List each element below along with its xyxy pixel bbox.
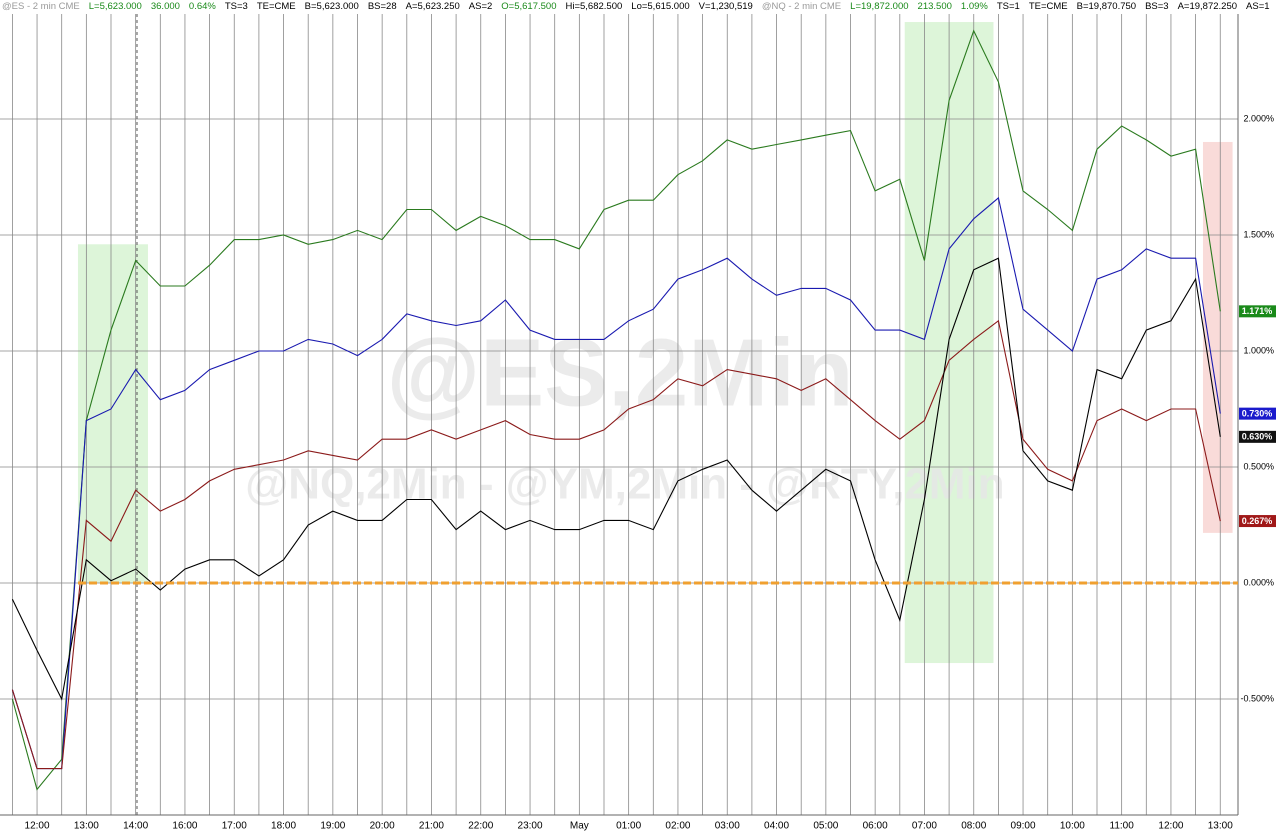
highlight-region — [1202, 141, 1233, 533]
quote-field: Hi=5,682.500 — [565, 1, 623, 12]
quote-field: AS=1 — [1246, 1, 1270, 12]
end-label-box — [1239, 305, 1276, 318]
quote-field: TS=1 — [996, 1, 1020, 12]
end-label-box — [1239, 515, 1276, 528]
watermark: @NQ,2Min - @YM,2Min - @RTY,2Min — [245, 460, 1004, 509]
highlight-region — [77, 244, 148, 583]
y-tick-label: -0.500% — [1240, 693, 1274, 703]
end-label: 0.730% — [1242, 409, 1273, 419]
quote-field: V=1,230,519 — [698, 1, 753, 12]
x-tick-label: 21:00 — [419, 821, 444, 832]
end-label: 1.171% — [1242, 306, 1273, 316]
quote-field: AS=2 — [468, 1, 493, 12]
quote-field: B=19,870.750 — [1076, 1, 1137, 12]
x-tick-label: 06:00 — [863, 821, 888, 832]
x-tick-label: 02:00 — [665, 821, 690, 832]
series-line — [11, 196, 1221, 770]
y-tick-label: 0.000% — [1243, 577, 1274, 587]
quote-field: TS=3 — [224, 1, 248, 12]
series-line — [11, 29, 1221, 791]
x-tick-label: 20:00 — [370, 821, 395, 832]
end-label-box — [1239, 430, 1276, 443]
x-tick-label: May — [570, 821, 589, 832]
quote-field: BS=3 — [1145, 1, 1169, 12]
end-label-box — [1239, 407, 1276, 420]
x-tick-label: 10:00 — [1060, 821, 1085, 832]
quote-field: BS=28 — [367, 1, 397, 12]
x-tick-label: 17:00 — [222, 821, 247, 832]
end-label: 0.630% — [1242, 432, 1273, 442]
quote-field: B=5,623.000 — [304, 1, 359, 12]
quote-field: 213.500 — [917, 1, 952, 12]
quote-field: TE=CME — [256, 1, 296, 12]
x-tick-label: 12:00 — [25, 821, 50, 832]
x-tick-label: 16:00 — [172, 821, 197, 832]
quote-field: L=5,623.000 — [88, 1, 142, 12]
x-tick-label: 03:00 — [715, 821, 740, 832]
x-tick-label: 01:00 — [616, 821, 641, 832]
x-tick-label: 05:00 — [813, 821, 838, 832]
quote-field: 36.000 — [150, 1, 180, 12]
quote-header: @ES - 2 min CME L=5,623.000 36.000 0.64% TS=… — [2, 1, 1278, 14]
quote-field: A=19,872.250 — [1177, 1, 1238, 12]
x-tick-label: 23:00 — [518, 821, 543, 832]
x-tick-label: 22:00 — [468, 821, 493, 832]
x-tick-label: 12:00 — [1158, 821, 1183, 832]
quote-field: @NQ - 2 min CME — [761, 1, 842, 12]
series-line — [11, 257, 1221, 701]
y-tick-label: 1.000% — [1243, 345, 1274, 355]
watermark: @ES,2Min — [386, 319, 853, 426]
quote-field: 0.64% — [188, 1, 216, 12]
quote-field: TE=CME — [1028, 1, 1068, 12]
y-tick-label: 0.500% — [1243, 461, 1274, 471]
x-tick-label: 14:00 — [123, 821, 148, 832]
end-label: 0.267% — [1242, 516, 1273, 526]
quote-field: A=5,623.250 — [405, 1, 460, 12]
x-tick-label: 18:00 — [271, 821, 296, 832]
quote-field: Lo=5,615.000 — [631, 1, 690, 12]
x-tick-label: 19:00 — [320, 821, 345, 832]
quote-field: 1.09% — [960, 1, 988, 12]
x-tick-label: 11:00 — [1110, 821, 1135, 832]
x-tick-label: 04:00 — [764, 821, 789, 832]
x-tick-label: 13:00 — [1208, 821, 1233, 832]
quote-field: L=19,872.000 — [850, 1, 909, 12]
x-tick-label: 07:00 — [912, 821, 937, 832]
x-tick-label: 13:00 — [74, 821, 99, 832]
x-tick-label: 09:00 — [1011, 821, 1036, 832]
quote-field: @ES - 2 min CME — [2, 1, 80, 12]
y-tick-label: 2.000% — [1243, 113, 1274, 123]
y-tick-label: 1.500% — [1243, 229, 1274, 239]
x-tick-label: 08:00 — [961, 821, 986, 832]
quote-field: O=5,617.500 — [501, 1, 557, 12]
